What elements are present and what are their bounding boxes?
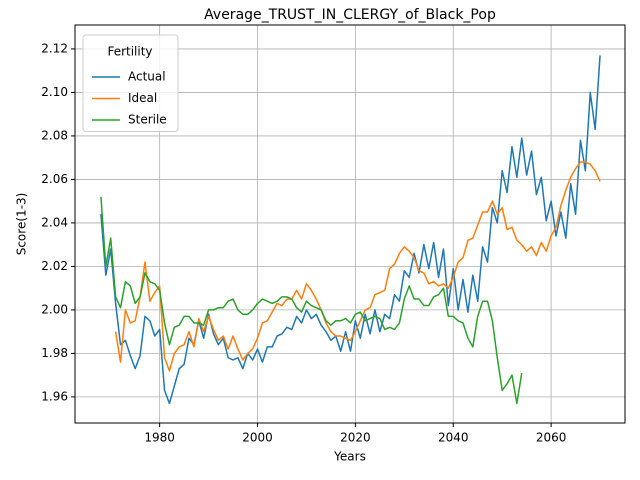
- legend-label: Sterile: [128, 113, 167, 127]
- plot-frame: [74, 24, 626, 424]
- chart-title: Average_TRUST_IN_CLERGY_of_Black_Pop: [204, 7, 496, 23]
- y-tick-label: 2.10: [41, 85, 68, 99]
- x-tick-label: 1980: [144, 431, 175, 445]
- legend-title: Fertility: [107, 45, 152, 59]
- legend-label: Ideal: [128, 91, 157, 105]
- line-series: [114, 161, 601, 372]
- y-tick-label: 2.04: [41, 215, 68, 229]
- y-tick-label: 2.02: [41, 259, 68, 273]
- y-tick-label: 1.96: [41, 389, 68, 403]
- x-tick-label: 2040: [438, 431, 469, 445]
- line-series: [100, 55, 601, 405]
- x-axis-label: Years: [333, 450, 366, 464]
- x-tick-label: 2060: [536, 431, 567, 445]
- y-tick-label: 2.08: [41, 128, 68, 142]
- y-tick-label: 1.98: [41, 346, 68, 360]
- y-axis-label: Score(1-3): [15, 193, 29, 256]
- legend-label: Actual: [128, 70, 166, 84]
- y-tick-label: 2.06: [41, 172, 68, 186]
- x-tick-label: 2020: [340, 431, 371, 445]
- y-tick-label: 2.12: [41, 41, 68, 55]
- y-tick-label: 2.00: [41, 302, 68, 316]
- line-series: [100, 196, 523, 405]
- legend-box: [82, 34, 179, 132]
- x-tick-label: 2000: [242, 431, 273, 445]
